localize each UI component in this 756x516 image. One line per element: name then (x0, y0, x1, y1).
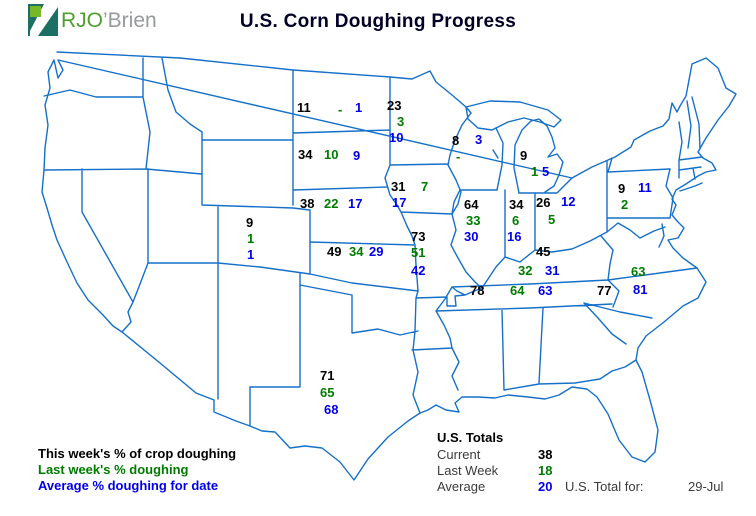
oh-average-value: 12 (561, 194, 576, 209)
ia-average-value: 17 (392, 195, 407, 210)
ne-current-value: 38 (300, 196, 315, 211)
us-totals-title: U.S. Totals (437, 430, 504, 445)
legend-current-label: This week's % of crop doughing (38, 446, 237, 461)
mn-lastweek-value: 3 (397, 114, 405, 129)
mo-current-value: 73 (411, 229, 426, 244)
wi-lastweek-value: - (456, 149, 461, 164)
total-for-date: 29-Jul (688, 479, 724, 494)
co-average-value: 1 (247, 247, 255, 262)
ia-lastweek-value: 7 (421, 179, 429, 194)
ks-lastweek-value: 34 (349, 244, 364, 259)
tx-current-value: 71 (320, 368, 335, 383)
canada-border-line (56, 51, 472, 114)
il-lastweek-value: 33 (466, 213, 481, 228)
legend-lastweek-label: Last week's % doughing (38, 462, 189, 477)
in-average-value: 16 (507, 229, 522, 244)
total-for-label: U.S. Total for: (565, 479, 644, 494)
pa-current-value: 9 (618, 181, 626, 196)
totals-lastweek-label: Last Week (437, 463, 499, 478)
totals-current-value: 38 (538, 447, 553, 462)
totals-average-value: 20 (538, 479, 553, 494)
page-title: U.S. Corn Doughing Progress (239, 11, 517, 32)
oh-current-value: 26 (536, 195, 551, 210)
mo-average-value: 42 (411, 263, 426, 278)
pa-lastweek-value: 2 (621, 197, 629, 212)
ia-current-value: 31 (391, 179, 406, 194)
sd-lastweek-value: 10 (324, 147, 339, 162)
il-current-value: 64 (464, 197, 479, 212)
ne-average-value: 17 (348, 196, 363, 211)
nc-lastweek-value: 63 (631, 264, 646, 279)
tx-average-value: 68 (324, 402, 339, 417)
mn-current-value: 23 (387, 98, 402, 113)
in-current-value: 34 (509, 197, 524, 212)
nc-current-value: 77 (597, 283, 612, 298)
mn-average-value: 10 (389, 130, 404, 145)
continental-outline (41, 57, 737, 481)
il-average-value: 30 (464, 229, 479, 244)
totals-current-label: Current (437, 447, 481, 462)
sd-average-value: 9 (353, 148, 361, 163)
nd-lastweek-value: - (338, 102, 343, 117)
co-current-value: 9 (246, 215, 254, 230)
ks-current-value: 49 (327, 244, 342, 259)
mi-average-value: 5 (542, 164, 550, 179)
tn-current-value: 78 (470, 283, 485, 298)
mo-lastweek-value: 51 (411, 245, 426, 260)
rjobrien-logo: RJO’Brien (28, 4, 157, 36)
nd-average-value: 1 (355, 100, 363, 115)
co-lastweek-value: 1 (247, 231, 255, 246)
rjobrien-logo-icon (28, 4, 58, 36)
ks-average-value: 29 (369, 244, 384, 259)
in-lastweek-value: 6 (512, 213, 520, 228)
legend-average-label: Average % doughing for date (38, 478, 219, 493)
wi-average-value: 3 (475, 132, 483, 147)
pa-average-value: 11 (638, 180, 652, 195)
mi-lastweek-value: 1 (531, 164, 539, 179)
state-borders (43, 57, 703, 427)
sd-current-value: 34 (298, 147, 313, 162)
ky-current-value: 45 (536, 244, 551, 259)
logo-text-brien: ’Brien (103, 8, 157, 32)
logo-text-rjo: RJO (61, 8, 103, 32)
wi-current-value: 8 (452, 133, 460, 148)
ky-lastweek-value: 32 (518, 263, 533, 278)
totals-average-label: Average (437, 479, 486, 494)
ky-average-value: 31 (545, 263, 560, 278)
oh-lastweek-value: 5 (548, 212, 556, 227)
logo-wordmark: RJO’Brien (61, 10, 157, 31)
upper-peninsula-outline (465, 100, 562, 131)
tn-average-value: 63 (538, 283, 553, 298)
nc-average-value: 81 (633, 282, 648, 297)
totals-lastweek-value: 18 (538, 463, 553, 478)
lower-michigan-outline (513, 118, 564, 194)
tx-lastweek-value: 65 (320, 385, 335, 400)
mi-current-value: 9 (520, 148, 528, 163)
ne-lastweek-value: 22 (324, 196, 339, 211)
nd-current-value: 11 (297, 100, 311, 115)
tn-lastweek-value: 64 (510, 283, 525, 298)
lake-michigan-shore (492, 127, 504, 191)
